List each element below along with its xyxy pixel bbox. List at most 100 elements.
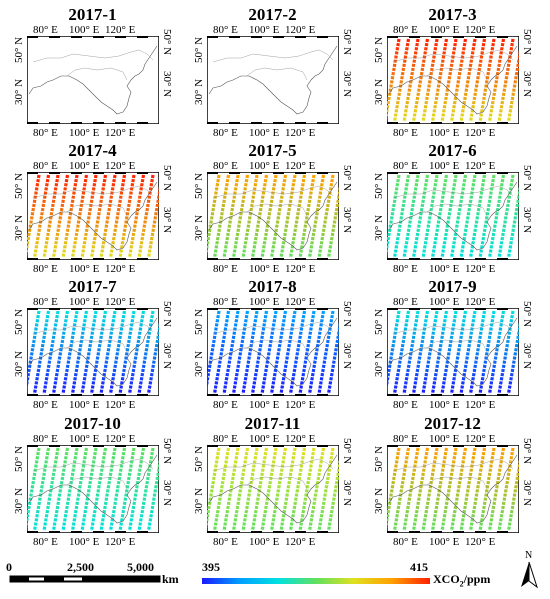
- satellite-track: [137, 174, 155, 259]
- panel-title: 2017-9: [428, 277, 477, 296]
- satellite-track: [468, 38, 487, 123]
- satellite-track: [127, 447, 146, 532]
- satellite-track: [478, 38, 496, 123]
- lon-label-bottom: 100° E: [429, 263, 460, 275]
- lon-label-top: 100° E: [429, 433, 460, 445]
- lat-label-right: 30° N: [521, 343, 533, 370]
- country-borders: [392, 458, 514, 490]
- north-arrow-icon: [521, 561, 538, 589]
- lat-label-left: 30° N: [13, 214, 25, 241]
- lat-label-left: 50° N: [13, 445, 25, 472]
- satellite-track: [487, 447, 506, 532]
- lon-label-bottom: 80° E: [33, 536, 58, 548]
- satellite-track: [487, 38, 506, 123]
- colorbar-legend: 395 415 XCO2/ppm: [196, 560, 496, 594]
- satellite-track: [326, 186, 339, 259]
- lat-label-right: 30° N: [161, 343, 173, 370]
- lon-label-top: 80° E: [393, 160, 418, 172]
- satellite-track: [449, 174, 468, 259]
- lon-label-top: 100° E: [249, 296, 280, 308]
- satellite-track: [288, 447, 307, 532]
- lat-label-left: 30° N: [193, 487, 205, 514]
- satellite-track: [449, 447, 468, 532]
- map-frame: [207, 445, 339, 533]
- satellite-track: [231, 174, 250, 259]
- satellite-track: [99, 447, 117, 532]
- map-panel: 2017-12 80° E 80° E 100° E 100° E 120° E 120° …: [365, 414, 540, 554]
- map-panel: 2017-1 80° E 80° E 100° E 100° E 120° E 120° E…: [5, 5, 180, 145]
- satellite-track: [430, 447, 449, 532]
- coastline: [28, 317, 158, 387]
- satellite-track: [288, 310, 307, 395]
- lon-label-top: 80° E: [33, 160, 58, 172]
- satellite-track: [231, 447, 250, 532]
- lon-label-top: 100° E: [69, 433, 100, 445]
- lon-label-bottom: 100° E: [429, 127, 460, 139]
- lat-label-left: 50° N: [373, 36, 385, 63]
- satellite-track: [497, 174, 515, 259]
- lon-label-bottom: 120° E: [285, 263, 316, 275]
- lon-label-top: 100° E: [429, 160, 460, 172]
- satellite-track: [241, 174, 259, 259]
- lon-label-top: 100° E: [69, 296, 100, 308]
- satellite-track: [212, 310, 231, 395]
- map-panel: 2017-3 80° E 80° E 100° E 100° E 120° E 120° E…: [365, 5, 540, 145]
- satellite-track: [61, 174, 79, 259]
- lon-label-top: 120° E: [285, 296, 316, 308]
- satellite-track: [459, 38, 477, 123]
- lon-label-bottom: 120° E: [465, 399, 496, 411]
- coastline: [388, 181, 518, 251]
- lat-label-left: 30° N: [373, 214, 385, 241]
- scale-bar-graphic: [9, 575, 161, 583]
- satellite-track: [468, 447, 487, 532]
- colorbar-label-sub: 2: [459, 579, 464, 589]
- map-frame: [387, 445, 519, 533]
- lon-label-top: 100° E: [429, 24, 460, 36]
- satellite-track: [411, 447, 430, 532]
- lat-label-right: 50° N: [521, 165, 533, 192]
- satellite-track: [89, 447, 108, 532]
- lon-label-top: 120° E: [105, 296, 136, 308]
- panel-title: 2017-7: [68, 277, 117, 296]
- satellite-track: [421, 174, 439, 259]
- scale-bar: 0 2,500 5,000 km: [6, 560, 206, 594]
- coastline: [208, 45, 338, 115]
- satellite-track: [506, 322, 519, 395]
- map-panel: 2017-7 80° E 80° E 100° E 100° E 120° E 120° E…: [5, 277, 180, 417]
- lat-label-right: 30° N: [161, 71, 173, 98]
- satellite-track: [269, 447, 288, 532]
- map-frame: [27, 445, 159, 533]
- lon-label-top: 120° E: [105, 433, 136, 445]
- lat-label-right: 30° N: [521, 207, 533, 234]
- satellite-track: [70, 310, 89, 395]
- map-frame: [207, 172, 339, 260]
- satellite-track: [32, 447, 51, 532]
- lon-label-bottom: 80° E: [393, 127, 418, 139]
- satellite-track: [387, 174, 401, 256]
- coastline: [388, 454, 518, 524]
- country-borders: [32, 49, 154, 81]
- satellite-track: [146, 459, 159, 532]
- satellite-track: [411, 38, 430, 123]
- satellite-track: [61, 447, 79, 532]
- satellite-track: [80, 310, 98, 395]
- lon-label-top: 80° E: [33, 24, 58, 36]
- lon-label-bottom: 100° E: [249, 263, 280, 275]
- satellite-track: [440, 447, 458, 532]
- colorbar-ramp: [202, 578, 430, 584]
- lon-label-top: 80° E: [393, 24, 418, 36]
- satellite-track: [288, 174, 307, 259]
- lon-label-top: 80° E: [393, 296, 418, 308]
- lon-label-bottom: 120° E: [285, 127, 316, 139]
- lat-label-right: 50° N: [161, 29, 173, 56]
- lon-label-bottom: 80° E: [213, 536, 238, 548]
- satellite-track: [269, 310, 288, 395]
- lon-label-bottom: 80° E: [393, 263, 418, 275]
- map-panel: 2017-9 80° E 80° E 100° E 100° E 120° E 120° E…: [365, 277, 540, 417]
- satellite-track: [411, 310, 430, 395]
- lat-label-right: 30° N: [341, 71, 353, 98]
- satellite-track: [146, 186, 159, 259]
- satellite-track: [478, 447, 496, 532]
- lon-label-top: 80° E: [213, 433, 238, 445]
- lon-label-top: 100° E: [69, 160, 100, 172]
